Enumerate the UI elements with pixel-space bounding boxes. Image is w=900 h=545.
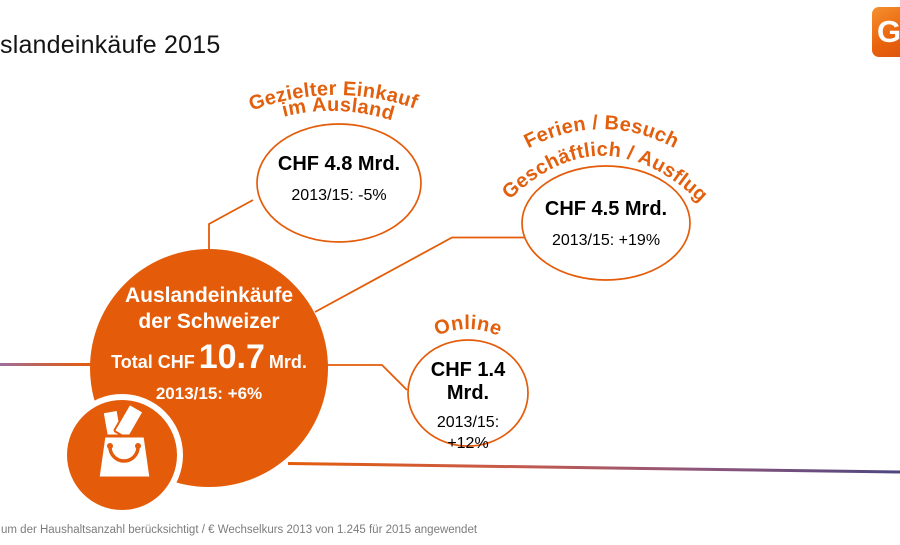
bubble2-ellipse (521, 165, 691, 281)
bubble3-value: CHF 1.4 Mrd. (430, 359, 506, 404)
total-bubble-title-line2: der Schweizer (138, 310, 280, 333)
total-bubble-total: Total CHF 10.7 Mrd. (97, 338, 321, 377)
bubble2-value: CHF 4.5 Mrd. (544, 198, 668, 220)
page-title: slandeinkäufe 2015 (0, 31, 221, 59)
shopping-bag-badge (61, 394, 183, 516)
footer-note: um der Haushaltsanzahl berücksichtigt / … (1, 524, 478, 536)
total-label: Total CHF (111, 352, 195, 372)
bubble1-change: 2013/15: -5% (291, 187, 387, 204)
bubble1-value: CHF 4.8 Mrd. (277, 153, 401, 175)
total-bubble-change: 2013/15: +6% (155, 384, 263, 403)
bubble3-ellipse (407, 339, 529, 447)
gfk-logo-text: GfK (877, 14, 900, 49)
right-gradient-line (287, 462, 900, 474)
connector-to-bubble3 (326, 364, 408, 391)
bubble3-change: 2013/15: +12% (409, 413, 527, 455)
total-bubble-title-line1: Auslandeinkäufe (124, 284, 294, 307)
connector-to-bubble2 (314, 236, 526, 313)
svg-text:Online: Online (431, 312, 505, 341)
shopping-bag-icon (96, 403, 153, 480)
bubble2-change: 2013/15: +19% (551, 232, 661, 249)
connector-lines (208, 199, 526, 391)
total-bubble-text: Auslandeinkäufe der Schweizer Total CHF 1… (97, 283, 321, 404)
gfk-logo: GfK (872, 7, 900, 57)
bubble2-text: CHF 4.5 Mrd. 2013/15: +19% (522, 198, 690, 250)
bubble3-label: Online (431, 312, 504, 341)
total-unit: Mrd. (268, 352, 307, 372)
bubble1-ellipse (256, 123, 422, 243)
bubble3-change-line1: 2013/15: (436, 414, 500, 431)
bubble3-change-line2: +12% (447, 434, 489, 452)
total-value: 10.7 (198, 338, 265, 376)
connector-to-bubble1 (208, 199, 254, 252)
bubble3-text: CHF 1.4 Mrd. 2013/15: +12% (409, 359, 527, 455)
bubble1-text: CHF 4.8 Mrd. 2013/15: -5% (257, 153, 421, 205)
